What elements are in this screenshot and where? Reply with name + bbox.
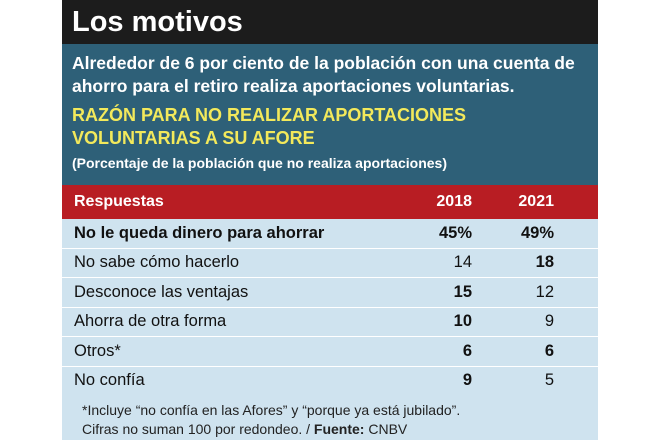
infographic-card: Los motivos Alrededor de 6 por ciento de… [62,0,598,440]
row-label: Desconoce las ventajas [74,282,249,301]
lead-text: Alrededor de 6 por ciento de la població… [72,53,575,96]
header-2018: 2018 [436,193,472,210]
table-header: Respuestas 2018 2021 [62,185,598,219]
table-row: Otros* 6 6 [62,337,598,367]
row-value-2021: 6 [544,341,554,360]
row-value-2018: 9 [462,371,472,390]
row-label: No sabe cómo hacerlo [74,253,240,272]
footnote-line-1: *Incluye “no confía en las Afores” y “po… [82,402,461,418]
row-value-2021: 18 [535,253,554,272]
row-value-2018: 45% [438,223,472,242]
intro-panel: Alrededor de 6 por ciento de la població… [62,44,598,185]
row-label: No le queda dinero para ahorrar [74,223,325,242]
table-row: No le queda dinero para ahorrar 45% 49% [62,219,598,249]
row-label: No confía [74,371,145,390]
table-note: (Porcentaje de la población que no reali… [72,155,447,171]
table-row: No sabe cómo hacerlo 14 18 [62,249,598,278]
row-value-2021: 12 [535,282,554,301]
page-title: Los motivos [72,6,243,38]
row-value-2018: 14 [453,253,472,272]
table-body: No le queda dinero para ahorrar 45% 49% No … [62,219,598,395]
title-bar: Los motivos [62,0,598,44]
table-row: No confía 9 5 [62,367,598,396]
header-2021: 2021 [518,193,554,210]
row-value-2018: 10 [453,312,472,331]
footnote: *Incluye “no confía en las Afores” y “po… [62,395,598,439]
source-value: CNBV [364,421,408,437]
row-value-2021: 5 [544,371,554,390]
row-value-2018: 6 [462,341,472,360]
source-label: Fuente: [313,421,365,437]
row-value-2021: 9 [544,312,554,331]
table-row: Ahorra de otra forma 10 9 [62,308,598,337]
footnote-line-2: Cifras no suman 100 por redondeo. / Fuen… [82,420,588,439]
row-value-2018: 15 [453,282,472,301]
table-subtitle: RAZÓN PARA NO REALIZAR APORTACIONES VOLU… [72,105,466,148]
table-row: Desconoce las ventajas 15 12 [62,278,598,308]
footnote-rounding: Cifras no suman 100 por redondeo. / [82,421,314,437]
row-value-2021: 49% [520,223,554,242]
row-label: Otros* [74,341,121,360]
row-label: Ahorra de otra forma [74,312,227,331]
header-respuestas: Respuestas [74,193,164,210]
